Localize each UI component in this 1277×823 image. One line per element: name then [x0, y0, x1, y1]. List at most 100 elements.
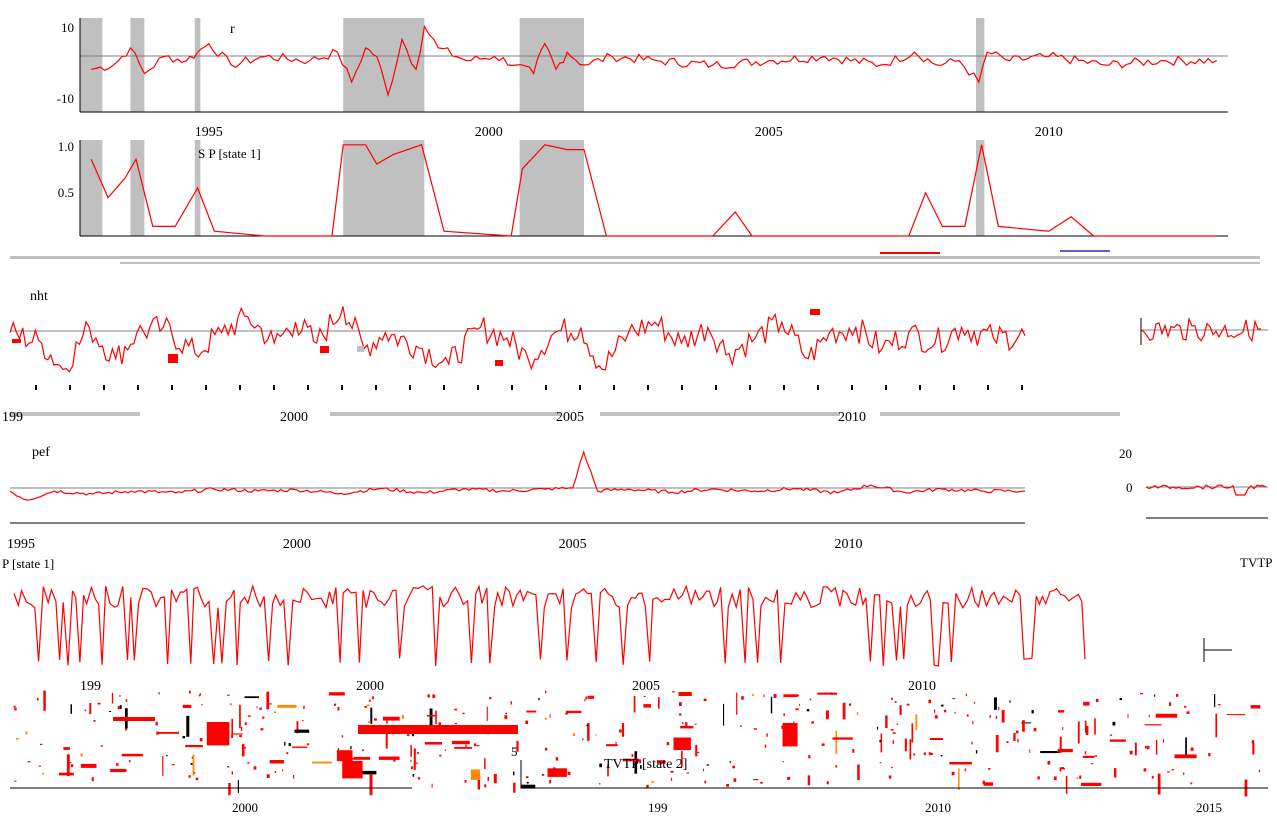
noise-mark: [1082, 755, 1095, 758]
y-tick-label: 1.0: [58, 139, 74, 154]
noise-mark: [1145, 746, 1147, 749]
panel-sp-state1: S P [state 1] 1.0 0.5: [58, 139, 1228, 237]
noise-mark: [484, 784, 487, 788]
noise-mark: [928, 752, 931, 756]
glitch-mark: [12, 339, 21, 343]
noise-mark: [1143, 768, 1147, 772]
tick-mark: [341, 385, 343, 390]
noise-mark: [894, 701, 897, 703]
tick-mark: [69, 385, 71, 390]
noise-mark: [97, 702, 101, 705]
noise-mark: [526, 710, 537, 713]
noise-mark: [411, 766, 414, 770]
noise-mark: [567, 771, 571, 775]
noise-mark: [1076, 777, 1078, 779]
noise-mark: [474, 743, 477, 747]
noise-mark: [125, 727, 128, 731]
noise-mark: [525, 720, 529, 724]
noise-mark: [116, 763, 119, 766]
noise-mark: [266, 774, 270, 778]
noise-mark: [462, 712, 465, 715]
noise-mark: [703, 768, 704, 772]
noise-mark: [166, 754, 168, 757]
y-tick-label: 0.5: [58, 185, 74, 200]
glitch-strip: [120, 262, 1260, 264]
noise-mark: [891, 697, 893, 701]
noise-mark: [544, 747, 548, 751]
noise-mark: [888, 775, 892, 779]
panel-title: S P [state 1]: [198, 146, 261, 161]
noise-mark: [520, 784, 536, 789]
noise-mark: [940, 755, 943, 757]
noise-mark: [171, 764, 175, 766]
noise-mark: [334, 703, 337, 706]
series-line-p: [13, 584, 1086, 667]
noise-mark: [733, 778, 737, 782]
tick-mark: [273, 385, 275, 390]
noise-mark: [199, 738, 203, 742]
noise-mark: [934, 715, 938, 719]
noise-mark: [830, 692, 832, 695]
noise-mark: [857, 764, 860, 781]
noise-mark: [783, 694, 798, 698]
noise-mark: [337, 748, 340, 751]
noise-mark: [685, 722, 688, 726]
noise-mark: [1217, 704, 1221, 706]
x-tick-label: 2000: [280, 410, 308, 425]
noise-mark: [706, 764, 709, 766]
noise-mark: [410, 744, 412, 757]
panel-title: pef: [32, 445, 50, 460]
noise-mark: [1176, 693, 1179, 697]
x-tick-label: 2000: [356, 679, 384, 694]
noise-mark: [973, 701, 976, 704]
noise-mark: [694, 723, 697, 725]
noise-mark: [477, 772, 481, 790]
noise-mark: [1091, 763, 1094, 765]
noise-mark: [125, 699, 128, 702]
noise-mark: [464, 780, 467, 783]
noise-mark: [697, 751, 700, 753]
noise-mark: [38, 765, 41, 767]
regime-band: [519, 140, 584, 236]
noise-mark: [928, 699, 931, 704]
noise-mark: [157, 732, 179, 734]
regime-band: [130, 18, 145, 112]
noise-mark: [244, 722, 247, 726]
noise-mark: [1214, 694, 1216, 708]
noise-mark: [487, 777, 490, 781]
noise-mark: [766, 733, 768, 737]
tick-mark: [681, 385, 683, 390]
noise-mark: [1109, 739, 1126, 742]
x-tick-label: 2005: [559, 537, 587, 552]
noise-mark: [186, 715, 190, 737]
noise-mark: [410, 760, 412, 763]
noise-mark: [880, 733, 883, 753]
noise-mark: [439, 754, 442, 757]
noise-mark: [260, 728, 264, 731]
noise-mark: [1252, 743, 1255, 755]
noise-mark: [36, 697, 39, 701]
noise-mark: [1183, 772, 1185, 776]
noise-mark: [892, 732, 896, 734]
mid-number: 5: [511, 744, 518, 759]
noise-mark: [892, 740, 894, 744]
noise-mark: [117, 705, 121, 710]
noise-mark: [1065, 775, 1068, 794]
x-tick-label: 2015: [1196, 800, 1222, 815]
noise-mark: [899, 705, 902, 715]
noise-mark: [356, 770, 377, 775]
x-tick-label: 2000: [283, 537, 311, 552]
noise-mark: [673, 737, 691, 751]
noise-mark: [545, 690, 547, 694]
noise-mark: [1148, 714, 1150, 718]
noise-mark: [770, 696, 773, 714]
noise-mark: [1167, 771, 1170, 773]
noise-mark: [14, 780, 17, 782]
noise-mark: [585, 696, 588, 700]
noise-mark: [215, 740, 218, 744]
noise-mark: [435, 710, 437, 725]
y-tick-label: 20: [1119, 446, 1132, 461]
noise-mark: [182, 736, 186, 739]
tick-mark: [477, 385, 479, 390]
noise-mark: [729, 760, 731, 764]
